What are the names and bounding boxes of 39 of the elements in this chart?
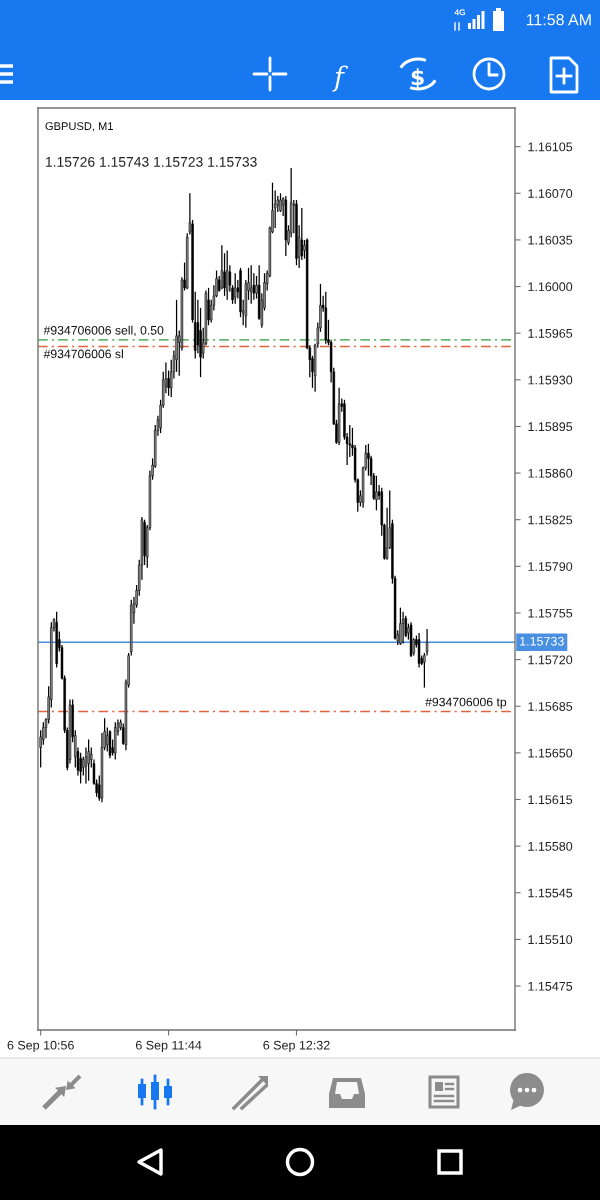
y-tick-label: 1.15965 <box>528 328 573 338</box>
candlestick <box>233 272 237 305</box>
y-tick-label: 1.15580 <box>528 841 573 851</box>
text: GBPUSD, M1 <box>45 122 113 132</box>
y-tick-label: 1.16035 <box>528 235 573 245</box>
candlestick <box>249 264 253 305</box>
y-tick-label: 1.15720 <box>528 655 573 665</box>
x-tick-label: 6 Sep 11:44 <box>135 1040 202 1053</box>
y-tick-label: 1.15545 <box>528 888 573 898</box>
y-tick-label: 1.15615 <box>528 795 573 805</box>
candlestick <box>225 249 229 301</box>
y-tick-label: 1.15510 <box>528 935 573 945</box>
candlestick <box>87 738 90 782</box>
y-tick-label: 1.15790 <box>528 562 573 571</box>
x-tick-label: 6 Sep 12:32 <box>263 1040 330 1053</box>
candlestick <box>375 475 378 512</box>
y-tick-label: 1.15860 <box>528 468 573 478</box>
ref-line-label: 1.15733 <box>520 636 564 646</box>
y-tick-label: 1.15930 <box>528 375 573 385</box>
y-tick-label: 1.15685 <box>528 702 573 711</box>
y-tick-label: 1.15755 <box>528 608 573 618</box>
candlestick <box>295 199 298 266</box>
ref-line-label: #934706006 tp <box>425 697 507 709</box>
ref-line-label: #934706006 sl <box>43 349 123 359</box>
y-tick-label: 1.15895 <box>528 422 573 432</box>
text: 11:58 AM <box>526 13 591 26</box>
y-tick-label: 1.16105 <box>528 142 573 152</box>
candlestick <box>79 752 82 785</box>
y-tick-label: 1.15475 <box>528 981 573 991</box>
y-tick-label: 1.15650 <box>528 748 573 758</box>
y-tick-label: 1.16000 <box>528 282 573 292</box>
y-tick-label: 1.16070 <box>528 189 573 198</box>
candlestick <box>401 611 405 645</box>
text: 1.15726 1.15743 1.15723 1.15733 <box>46 156 257 167</box>
text: 4G <box>454 9 466 16</box>
ref-line-label: #934706006 sell, 0.50 <box>43 325 164 337</box>
y-tick-label: 1.15825 <box>528 515 573 525</box>
candlestick <box>143 519 146 566</box>
x-tick-label: 6 Sep 10:56 <box>7 1040 74 1053</box>
